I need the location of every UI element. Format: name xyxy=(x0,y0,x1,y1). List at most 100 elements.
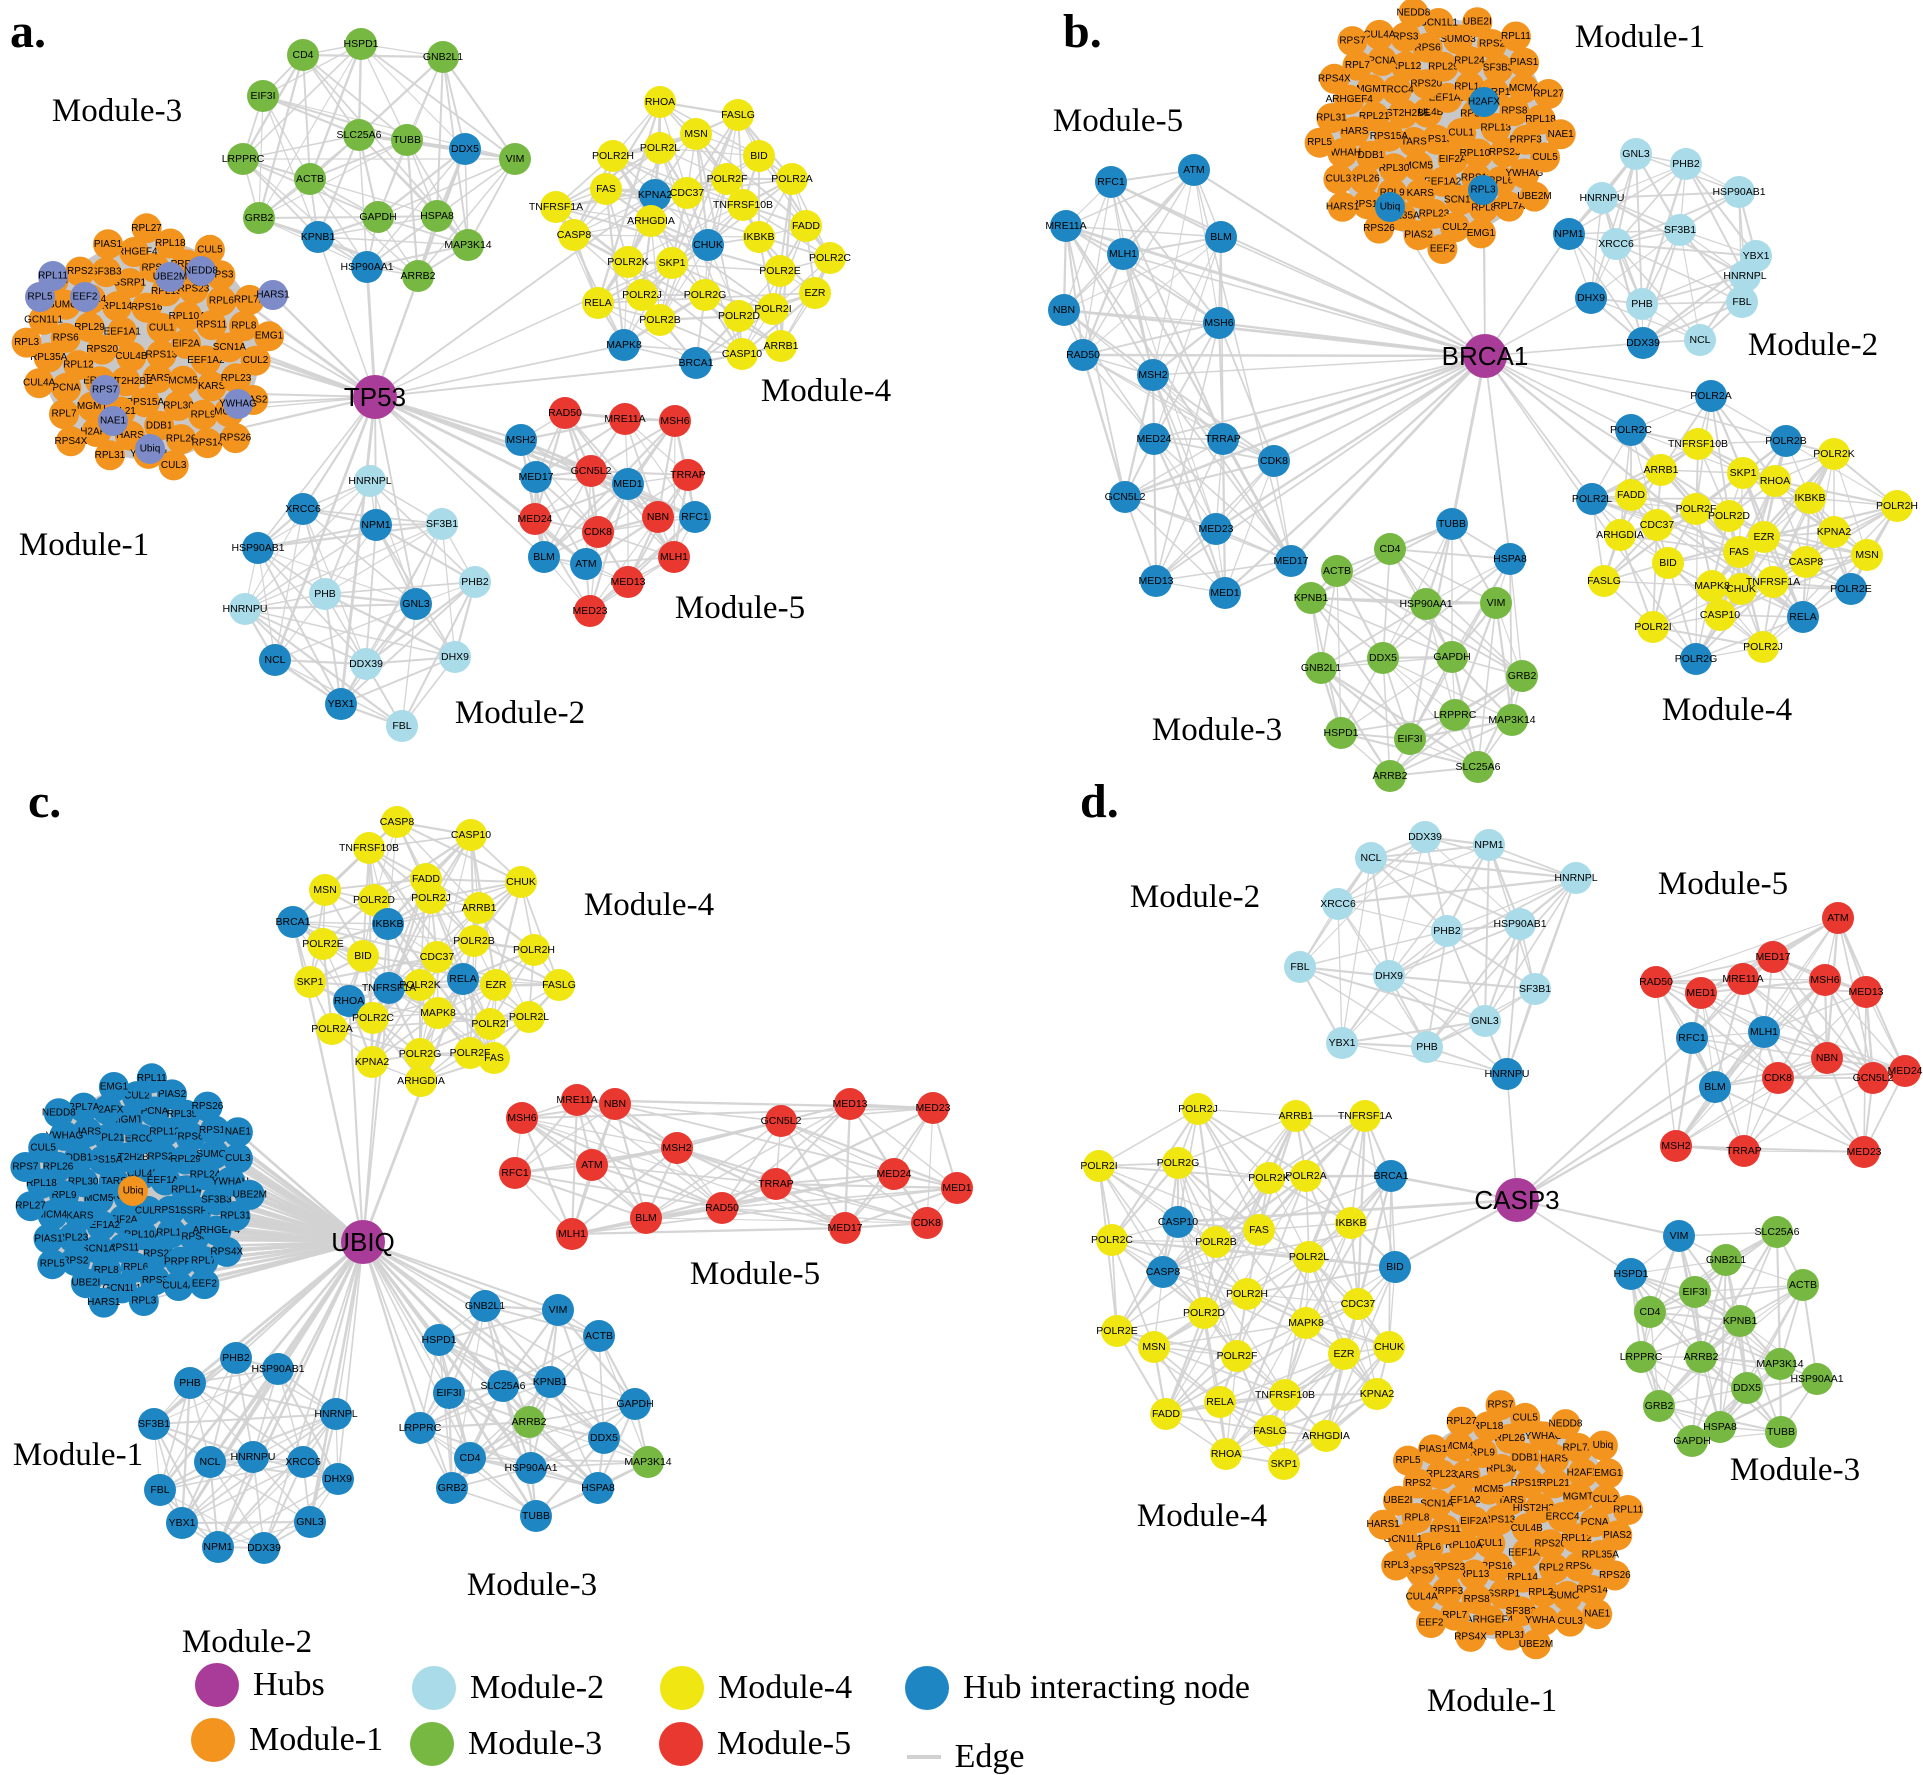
gene-label: GRB2 xyxy=(1508,670,1537,682)
gene-node-POLR2B xyxy=(458,925,490,957)
gene-node-H2AFX xyxy=(92,1094,123,1125)
gene-node-SKP1 xyxy=(656,247,688,279)
legend-item-module-5: Module-5 xyxy=(659,1722,851,1766)
gene-node-RPS20 xyxy=(87,334,118,365)
gene-node-RPL31 xyxy=(94,440,125,471)
gene-label: PHB xyxy=(314,588,336,600)
gene-label: PRPF3 xyxy=(164,1256,197,1267)
gene-label: HNRNPL xyxy=(348,475,391,487)
edge xyxy=(1568,233,1644,344)
gene-label: SF3B3 xyxy=(1483,63,1514,74)
edge xyxy=(1152,236,1222,376)
edge xyxy=(484,1305,600,1337)
gene-label: UBE2I xyxy=(1384,1495,1413,1506)
gene-node-CASP8 xyxy=(381,806,413,838)
edge xyxy=(1305,1175,1359,1305)
edge xyxy=(244,480,371,610)
gene-node-ARRB1 xyxy=(1280,1100,1312,1132)
edge xyxy=(780,1120,846,1229)
edge xyxy=(590,420,676,472)
gene-label: UBE2M xyxy=(153,272,187,283)
edge xyxy=(1516,1031,1765,1201)
edge xyxy=(1388,974,1536,991)
gene-node-RPL8 xyxy=(228,311,259,342)
gene-label: XRCC6 xyxy=(285,503,321,515)
gene-label: POLR2E xyxy=(1830,583,1871,595)
module-label: Module-2 xyxy=(1130,879,1260,915)
edge xyxy=(405,139,420,277)
edge xyxy=(1370,856,1577,880)
gene-label: MSH2 xyxy=(506,434,535,446)
gene-label: RELA xyxy=(1789,611,1816,623)
gene-node-PIAS1 xyxy=(1418,1434,1449,1465)
gene-label: RPL14 xyxy=(171,1185,202,1196)
edge xyxy=(358,56,444,136)
gene-label: MED17 xyxy=(1755,951,1790,963)
edge xyxy=(316,134,361,238)
gene-label: RPL7 xyxy=(191,1255,216,1266)
gene-node-CUL3 xyxy=(158,450,189,481)
gene-label: RPS13 xyxy=(1421,134,1453,145)
gene-node-MED17 xyxy=(1275,545,1307,577)
gene-label: BID xyxy=(1386,1261,1404,1273)
gene-label: MSH6 xyxy=(1810,974,1839,986)
gene-node-SF3B1 xyxy=(1664,214,1696,246)
gene-label: CDK8 xyxy=(584,526,612,538)
gene-label: PIAS1 xyxy=(94,239,123,250)
gene-node-BLM xyxy=(630,1202,662,1234)
edge xyxy=(645,1217,928,1224)
edge xyxy=(438,1339,530,1423)
gene-node-NBN xyxy=(642,501,674,533)
gene-label: POLR2L xyxy=(1289,1251,1329,1263)
edge xyxy=(159,1489,265,1549)
gene-node-POLR2J xyxy=(626,279,658,311)
edge xyxy=(1269,1322,1307,1432)
edge xyxy=(1713,978,1745,1088)
gene-label: TRRAP xyxy=(758,1178,794,1190)
edge xyxy=(1516,1085,1716,1202)
edge xyxy=(590,470,675,558)
edge xyxy=(242,158,319,238)
gene-node-RFC1 xyxy=(679,501,711,533)
gene-label: GNB2L1 xyxy=(465,1300,505,1312)
gene-node-MED23 xyxy=(1200,513,1232,545)
edge xyxy=(1763,991,1867,1033)
gene-label: XRCC6 xyxy=(285,1456,321,1468)
gene-node-YWHAG xyxy=(223,389,253,419)
gene-label: ARRB2 xyxy=(511,1416,546,1428)
edge xyxy=(1284,1346,1390,1396)
edge xyxy=(535,1437,605,1517)
gene-label: RPS23 xyxy=(1433,1562,1465,1573)
gene-label: DHX9 xyxy=(324,1473,352,1485)
gene-node-GNB2L1 xyxy=(1710,1244,1742,1276)
gene-label: RPS20 xyxy=(147,1152,179,1163)
gene-node-DDB1 xyxy=(1355,140,1386,171)
gene-node-TUBB xyxy=(1765,1416,1797,1448)
gene-label: FASLG xyxy=(1253,1425,1287,1437)
gene-label: ARRB2 xyxy=(1683,1351,1718,1363)
gene-label: MSH2 xyxy=(662,1142,691,1154)
edge xyxy=(843,1103,852,1229)
gene-node-NAE1 xyxy=(1582,1599,1613,1630)
gene-label: RPS11 xyxy=(1430,1524,1461,1535)
edge xyxy=(1111,1239,1217,1243)
gene-node-RPS14 xyxy=(1352,189,1383,220)
edge xyxy=(1685,163,1757,257)
edge xyxy=(588,483,630,612)
edge xyxy=(317,236,376,398)
gene-node-RPL12 xyxy=(63,350,94,381)
gene-node-EIF2A xyxy=(1437,144,1468,175)
gene-node-POLR2A xyxy=(776,163,808,195)
edge xyxy=(374,344,625,398)
gene-node-POLR2I xyxy=(1637,611,1669,643)
edge xyxy=(1350,1115,1366,1224)
edge xyxy=(1082,322,1220,356)
gene-label: RPL7A xyxy=(68,1102,100,1113)
edge xyxy=(1165,1413,1271,1432)
edge xyxy=(1203,1229,1260,1314)
gene-label: DDX39 xyxy=(349,658,383,670)
gene-label: BLM xyxy=(1704,1081,1726,1093)
gene-label: Ubiq xyxy=(1380,202,1401,213)
